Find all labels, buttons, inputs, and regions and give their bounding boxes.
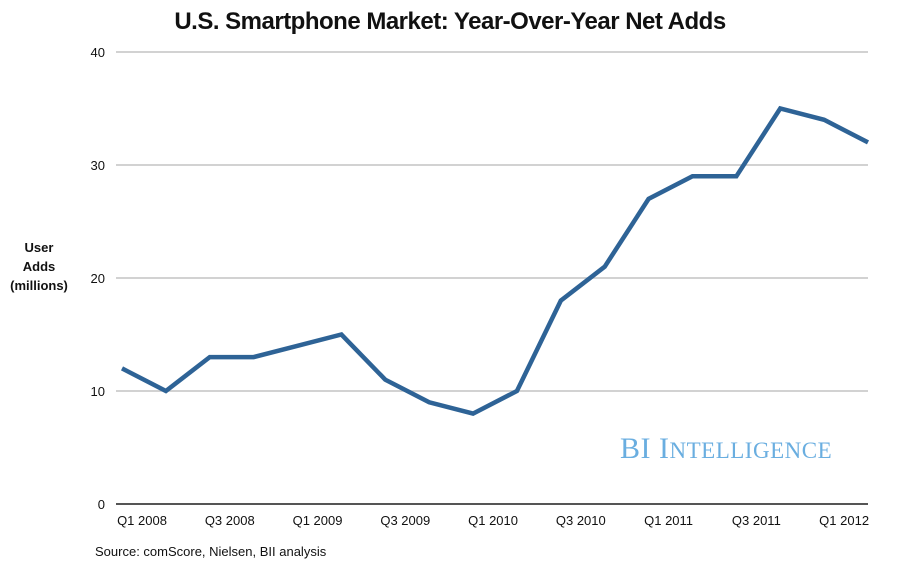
- x-tick-label: Q3 2009: [380, 513, 430, 528]
- series-line: [120, 105, 870, 416]
- y-tick-label: 20: [91, 271, 105, 286]
- x-tick-label: Q3 2010: [556, 513, 606, 528]
- bi-intelligence-watermark: BI INTELLIGENCE: [620, 432, 832, 466]
- x-tick-label: Q1 2009: [293, 513, 343, 528]
- x-tick-label: Q3 2011: [732, 513, 781, 528]
- chart-title: U.S. Smartphone Market: Year-Over-Year N…: [174, 8, 726, 35]
- watermark-cap: I: [659, 432, 670, 465]
- y-tick-label: 40: [91, 45, 105, 60]
- x-tick-label: Q1 2010: [468, 513, 518, 528]
- y-axis-label-line: (millions): [10, 278, 68, 293]
- x-tick-label: Q1 2008: [117, 513, 167, 528]
- y-tick-label: 10: [91, 384, 105, 399]
- watermark-rest: NTELLIGENCE: [669, 438, 833, 463]
- y-tick-label: 0: [98, 497, 105, 512]
- x-tick-label: Q1 2012: [819, 513, 869, 528]
- y-axis-label-line: User: [24, 240, 54, 255]
- x-tick-label: Q1 2011: [644, 513, 693, 528]
- watermark-bi: BI: [620, 432, 659, 465]
- y-axis-label: User Adds (millions): [0, 238, 78, 295]
- y-tick-label: 30: [91, 158, 105, 173]
- source-note: Source: comScore, Nielsen, BII analysis: [95, 544, 327, 559]
- x-tick-label: Q3 2008: [205, 513, 255, 528]
- y-axis-label-line: Adds: [22, 259, 56, 274]
